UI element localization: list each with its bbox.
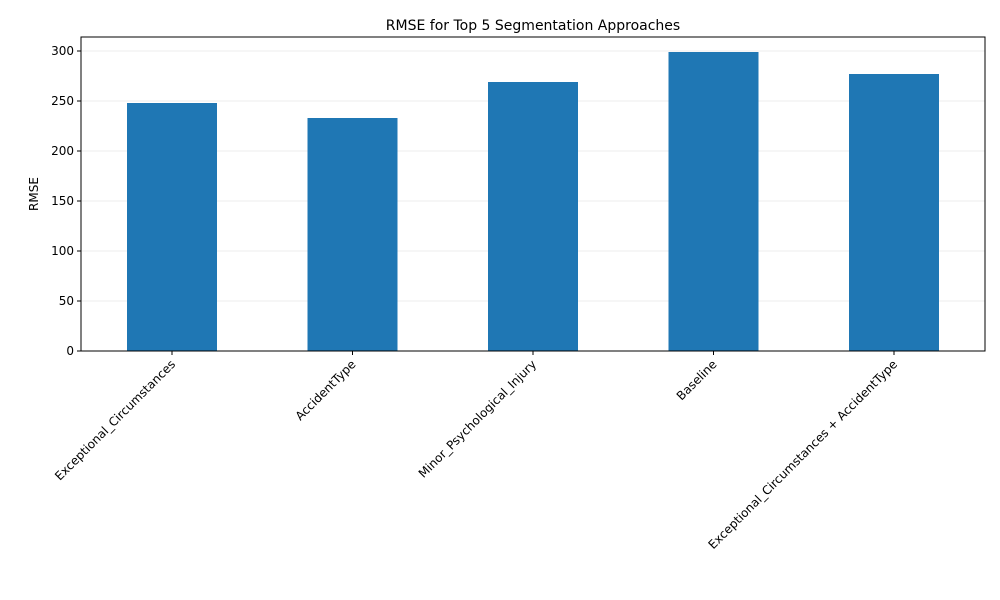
bars [127,52,939,351]
x-tick-label: Minor_Psychological_Injury [416,357,539,480]
chart-title: RMSE for Top 5 Segmentation Approaches [386,18,680,34]
y-tick-label: 150 [51,194,74,208]
y-tick-label: 200 [51,144,74,158]
x-tick-label: Exceptional_Circumstances [52,357,178,483]
x-tick-label: AccidentType [293,357,359,423]
bar-baseline [668,52,759,351]
x-axis: Exceptional_Circumstances AccidentType Min… [52,351,900,552]
y-tick-label: 50 [59,294,74,308]
bar-minor-psychological-injury [488,82,578,351]
x-tick-label: Baseline [674,357,720,403]
bar-accidenttype [307,118,398,351]
bar-exceptional-circumstances-accidenttype [849,74,939,351]
y-tick-label: 250 [51,94,74,108]
y-tick-label: 100 [51,244,74,258]
y-axis: 0 50 100 150 200 250 300 [51,44,81,358]
y-axis-title: RMSE [27,177,41,211]
y-tick-label: 300 [51,44,74,58]
y-tick-label: 0 [66,344,74,358]
bar-exceptional-circumstances [127,103,217,351]
x-tick-label: Exceptional_Circumstances + AccidentType [705,357,900,552]
